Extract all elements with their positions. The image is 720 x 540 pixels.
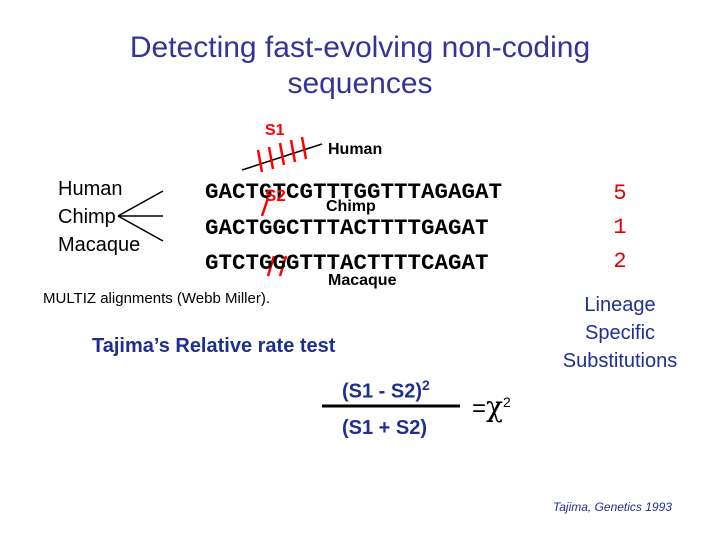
branch-label-s2: S2 <box>265 186 286 205</box>
branch-label-macaque: Macaque <box>328 272 397 289</box>
species-label-macaque: Macaque <box>58 234 141 256</box>
branch-label-human: Human <box>328 141 383 158</box>
tree-branch-human <box>117 190 164 217</box>
sequence-macaque: GTCTGGGTTTACTTTTCAGAT <box>205 250 489 276</box>
formula-result: =χ2 <box>472 390 511 423</box>
s1-substitution-marks <box>256 136 308 173</box>
slide-title-line2: sequences <box>287 67 433 100</box>
alignment-note: MULTIZ alignments (Webb Miller). <box>43 290 270 307</box>
count-human: 5 <box>613 181 627 206</box>
count-chimp: 1 <box>613 215 627 240</box>
slide-title-line1: Detecting fast-evolving non-coding <box>129 31 591 64</box>
count-macaque: 2 <box>613 249 627 274</box>
sequence-human: GACTGTCGTTTGGTTTAGAGAT <box>205 179 503 205</box>
citation: Tajima, Genetics 1993 <box>553 500 672 514</box>
lineage-label-line2: Specific <box>584 322 656 344</box>
tree-branch-macaque <box>117 215 164 242</box>
sequence-chimp: GACTGGCTTTACTTTTGAGAT <box>205 215 489 241</box>
macaque-substitution-mark-1 <box>266 255 276 277</box>
macaque-substitution-mark-2 <box>278 255 288 277</box>
branch-label-chimp: Chimp <box>326 198 376 215</box>
species-label-chimp: Chimp <box>58 206 116 228</box>
equals-sign: = <box>472 395 487 422</box>
lineage-specific-label: Lineage Specific Substitutions <box>540 291 700 375</box>
formula-denominator: (S1 + S2) <box>342 417 428 439</box>
chi-exponent: 2 <box>502 394 511 410</box>
numerator-exponent: 2 <box>422 377 430 393</box>
branch-label-s1: S1 <box>265 122 285 139</box>
chi-symbol: χ <box>486 390 503 423</box>
formula-numerator: (S1 - S2)2 <box>342 377 430 404</box>
lineage-label-line3: Substitutions <box>562 350 678 372</box>
chimp-substitution-mark <box>260 197 270 217</box>
lineage-label-line1: Lineage <box>584 294 656 316</box>
numerator-text: (S1 - S2) <box>342 380 423 403</box>
species-label-human: Human <box>58 178 123 200</box>
test-title: Tajima’s Relative rate test <box>92 335 336 357</box>
